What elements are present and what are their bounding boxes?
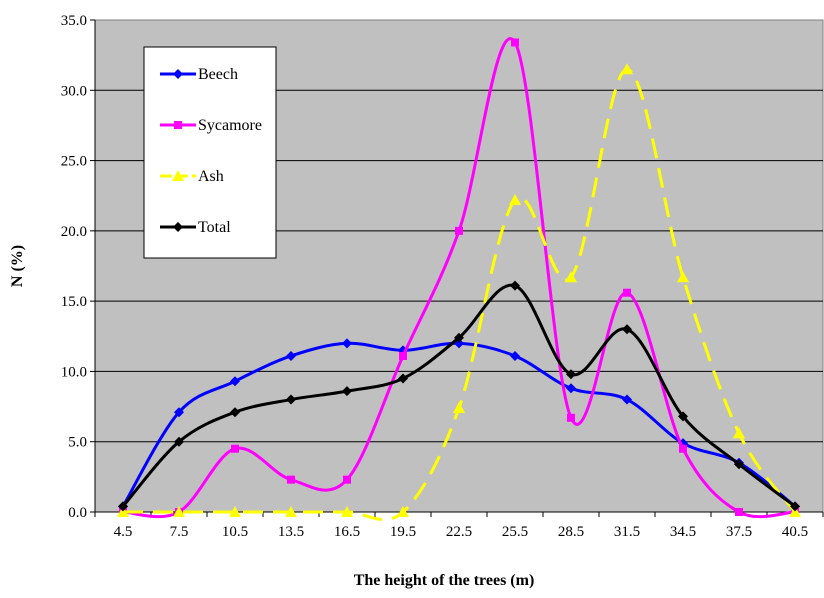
data-point-sycamore <box>511 38 519 47</box>
data-point-ash <box>733 427 745 439</box>
legend-item-sycamore: Sycamore <box>160 117 262 134</box>
series-ash <box>117 63 801 522</box>
data-point-total <box>398 373 408 384</box>
x-tick-label: 4.5 <box>114 524 133 540</box>
legend-marker <box>173 69 183 79</box>
x-tick-label: 34.5 <box>670 524 696 540</box>
data-point-ash <box>677 271 689 283</box>
data-point-ash <box>565 271 577 283</box>
data-point-ash <box>453 401 465 413</box>
x-tick-label: 25.5 <box>502 524 528 540</box>
x-tick-labels: 4.5 7.5 10.5 13.5 16.5 19.5 22.5 25.5 28.5 31.5 34… <box>114 524 809 540</box>
data-point-beech <box>286 350 296 361</box>
x-tick-label: 10.5 <box>222 524 248 540</box>
data-point-ash <box>397 506 409 517</box>
data-point-ash <box>789 506 801 517</box>
legend-label: Ash <box>198 168 224 185</box>
legend-item-ash: Ash <box>160 168 224 185</box>
legend-label: Sycamore <box>198 117 262 134</box>
data-point-ash <box>621 63 633 75</box>
legend-marker <box>172 170 184 181</box>
data-point-total <box>790 501 800 512</box>
data-point-total <box>286 394 296 405</box>
y-tick-labels: 0.0 5.0 10.0 15.0 20.0 25.0 30.0 35.0 <box>61 13 87 521</box>
data-point-sycamore <box>399 351 407 360</box>
series-line-sycamore <box>122 37 796 519</box>
y-axis-title: N (%) <box>9 245 26 287</box>
data-point-sycamore <box>287 475 295 484</box>
legend-box <box>143 46 277 259</box>
y-tick-label: 5.0 <box>68 435 87 451</box>
legend-item-beech: Beech <box>160 66 238 83</box>
y-tick-label: 30.0 <box>61 83 87 99</box>
series-total <box>118 280 800 512</box>
data-point-sycamore <box>567 413 575 422</box>
data-point-sycamore <box>735 508 743 516</box>
data-point-beech <box>622 394 632 405</box>
x-tick-label: 13.5 <box>278 524 304 540</box>
x-tick-label: 16.5 <box>334 524 360 540</box>
x-tick-label: 31.5 <box>614 524 640 540</box>
data-point-total <box>678 411 688 422</box>
series-layer <box>117 37 801 522</box>
data-point-beech <box>342 338 352 349</box>
data-point-sycamore <box>679 444 687 453</box>
data-point-sycamore <box>623 288 631 297</box>
data-point-beech <box>230 376 240 387</box>
legend-label: Total <box>198 219 231 236</box>
data-point-total <box>230 407 240 418</box>
data-point-sycamore <box>231 444 239 453</box>
x-tick-label: 40.5 <box>782 524 808 540</box>
x-tick-label: 37.5 <box>726 524 752 540</box>
y-tick-label: 15.0 <box>61 294 87 310</box>
y-tick-label: 0.0 <box>68 505 87 521</box>
data-point-total <box>566 369 576 380</box>
legend-marker <box>174 121 182 129</box>
data-point-ash <box>509 193 521 205</box>
y-tick-label: 10.0 <box>61 364 87 380</box>
data-point-total <box>734 459 744 470</box>
legend-label: Beech <box>198 66 238 83</box>
data-point-total <box>454 332 464 343</box>
data-point-ash <box>173 506 185 517</box>
data-point-sycamore <box>455 226 463 235</box>
data-point-beech <box>510 350 520 361</box>
data-point-ash <box>285 506 297 517</box>
y-tick-label: 35.0 <box>61 13 87 29</box>
legend-marker <box>173 222 183 232</box>
y-tick-label: 20.0 <box>61 224 87 240</box>
data-point-total <box>510 280 520 291</box>
data-point-total <box>342 386 352 397</box>
x-tick-label: 19.5 <box>390 524 416 540</box>
data-point-total <box>118 501 128 512</box>
data-point-beech <box>174 407 184 418</box>
x-tick-label: 7.5 <box>170 524 189 540</box>
x-tick-label: 28.5 <box>558 524 584 540</box>
data-point-beech <box>566 383 576 394</box>
y-tick-label: 25.0 <box>61 154 87 170</box>
x-tick-label: 22.5 <box>446 524 472 540</box>
data-point-total <box>174 436 184 447</box>
data-point-sycamore <box>343 475 351 484</box>
data-point-ash <box>229 506 241 517</box>
data-point-total <box>622 324 632 335</box>
legend-item-total: Total <box>160 219 231 236</box>
data-point-ash <box>117 506 129 517</box>
data-point-ash <box>341 506 353 517</box>
legend: Beech Sycamore Ash Total <box>143 46 277 259</box>
x-axis-title: The height of the trees (m) <box>354 572 535 589</box>
